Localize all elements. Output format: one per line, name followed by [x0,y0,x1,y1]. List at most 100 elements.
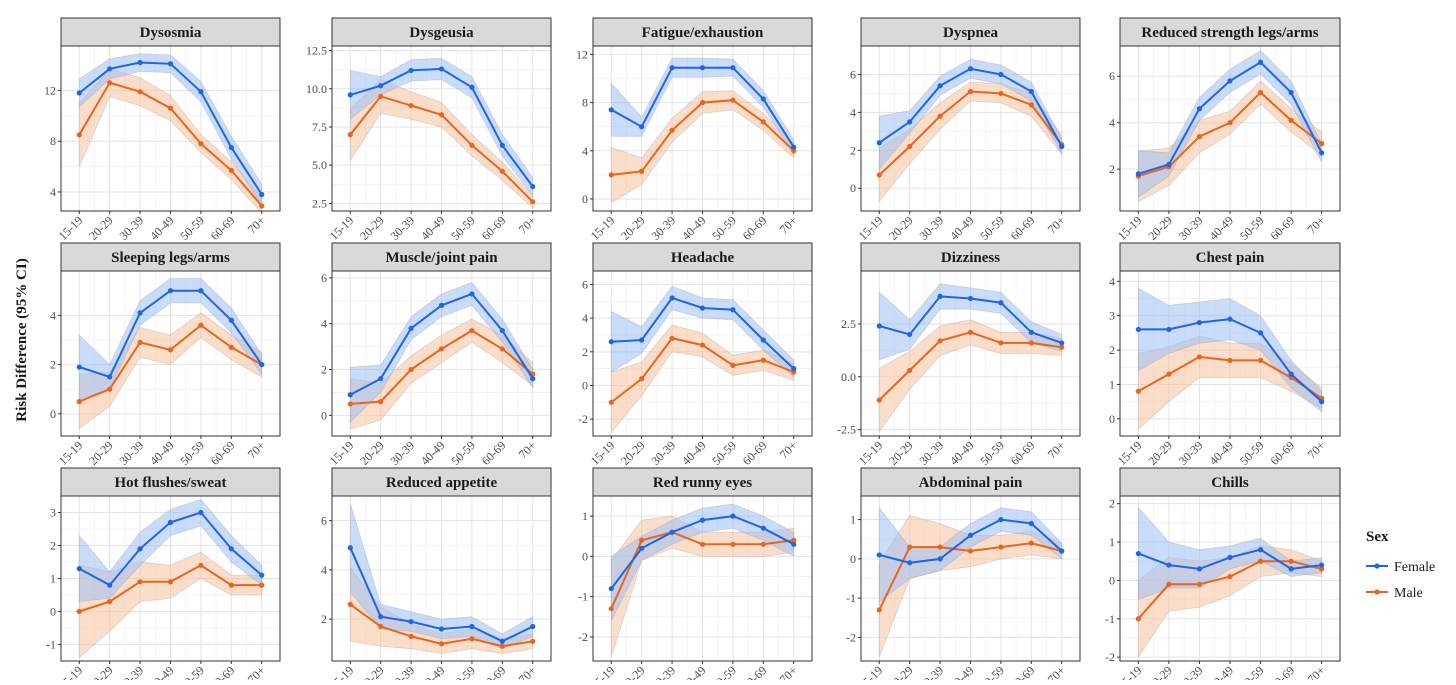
male-ci-band [610,90,795,204]
female-point [1227,316,1233,322]
male-point [1288,117,1294,123]
female-point [259,191,265,198]
legend-title: Sex [1366,529,1389,545]
y-tick-label: 0 [50,407,56,421]
female-point [1135,550,1141,557]
female-point [907,331,913,338]
panel-header [331,17,552,47]
panel-border [860,270,1081,437]
female-point [791,366,797,372]
female-point [967,532,974,538]
panel-title: Abdominal pain [919,475,1023,491]
female-ci-band [610,503,795,621]
male-point [1166,581,1172,587]
panel-title: Dysgeusia [409,25,474,41]
female-point [1196,319,1203,326]
female-point [967,295,974,302]
male-point [137,89,143,95]
female-ci-band [349,282,534,424]
y-tick-label: 0 [1109,573,1115,587]
female-point [1028,520,1034,527]
female-point [438,626,445,632]
female-point [259,361,265,368]
female-point [228,546,234,552]
y-tick-label: 2 [1109,497,1115,511]
y-tick-label: 5.0 [312,158,327,172]
legend-item-male: Male [1366,586,1423,601]
female-point [730,65,736,71]
male-point [639,168,645,174]
male-point [347,401,353,407]
male-point [730,97,736,103]
female-point [438,302,445,308]
y-tick-label: 4 [850,105,856,119]
male-ci-band [78,312,263,430]
male-point [1227,120,1233,126]
female-point [499,142,505,148]
male-point [699,541,706,547]
male-point [998,544,1004,550]
y-axis-label: Risk Difference (95% CI) [14,258,30,421]
male-point [107,599,113,605]
male-point [167,579,174,585]
panel-border [1119,45,1341,212]
y-tick-label: -2 [578,630,588,644]
panel-title: Reduced strength legs/arms [1141,25,1318,41]
male-point [107,80,113,86]
female-point [639,545,645,551]
female-point [669,529,675,535]
y-tick-label: 8 [582,96,588,110]
male-point [907,367,913,374]
panel-border [60,45,281,212]
female-point [791,541,797,547]
male-point [499,168,505,174]
male-point [1028,540,1034,546]
panel-header [60,17,281,47]
panel-header [860,242,1081,272]
male-point [608,172,614,178]
y-tick-label: 6 [321,271,327,285]
female-point [107,374,113,380]
male-point [1196,134,1203,140]
y-tick-label: 2 [1109,343,1115,357]
male-point [408,102,414,109]
male-point [1257,89,1264,96]
female-point [608,585,614,592]
female-point [347,392,353,398]
female-ci-band [349,57,534,197]
y-tick-label: 10.0 [306,82,327,96]
female-point [608,339,614,345]
male-point [876,607,882,613]
female-point [76,566,82,572]
female-point [998,516,1004,523]
female-point [937,556,943,562]
y-tick-label: 2.5 [312,196,327,210]
y-tick-label: 0 [850,552,856,566]
panel-border [331,45,552,212]
y-tick-label: 2 [50,539,56,553]
female-point [499,327,505,334]
male-ci-band [349,79,534,209]
female-point [198,89,204,95]
panel-header [60,467,281,497]
female-point [378,614,384,620]
panel-border [331,270,552,437]
male-point [107,386,113,392]
y-tick-label: 4 [582,311,588,325]
female-point [699,65,706,71]
female-point [1135,326,1141,333]
male-ci-band [878,319,1063,434]
female-ci-band [78,277,263,400]
male-point [937,113,943,119]
male-point [1227,573,1233,580]
female-point [107,582,113,588]
female-point [1288,89,1294,96]
female-point [876,140,882,146]
